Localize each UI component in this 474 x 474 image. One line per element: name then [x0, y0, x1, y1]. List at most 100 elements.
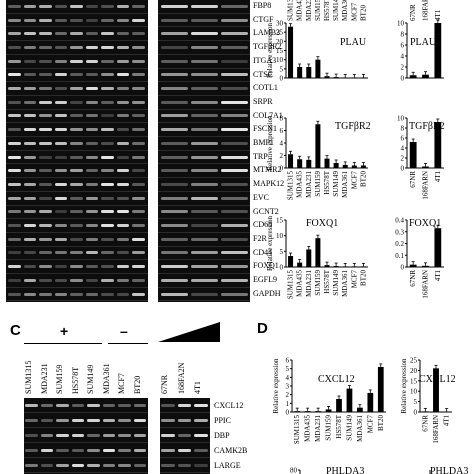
gel-row-divider [6, 245, 148, 247]
gel-band [56, 463, 69, 467]
bar [434, 228, 442, 267]
y-tick-label: 2 [286, 391, 290, 399]
gel-band [70, 59, 83, 63]
chart-title: TGFβR2 [335, 121, 371, 132]
gel-band [54, 169, 67, 173]
gel-band [85, 237, 98, 241]
gel-band [101, 251, 114, 255]
gel-band [8, 100, 21, 104]
gene-label: GAPDH [253, 288, 281, 298]
gel-band [40, 418, 53, 422]
bar [324, 265, 330, 267]
gel-band [8, 141, 21, 145]
gel-band [70, 237, 83, 241]
gene-label: PPIC [214, 416, 231, 425]
gel-band [118, 403, 131, 407]
gel-band [101, 278, 114, 282]
gel-band [101, 265, 114, 269]
gel-band [177, 448, 191, 452]
gel-row-divider [24, 457, 148, 458]
gel-row-divider [158, 163, 250, 165]
gel-band [221, 210, 248, 214]
y-tick-label: 0 [414, 409, 418, 417]
gel-band [132, 18, 145, 22]
gel-row-divider [158, 245, 250, 247]
gene-label: ITGA3 [253, 55, 277, 65]
gel-band [161, 278, 188, 282]
gel-band [191, 128, 218, 132]
gene-label: LARGE [214, 461, 241, 470]
gel-band [116, 100, 129, 104]
gel-row-divider [6, 136, 148, 137]
y-tick-label: 30 [276, 20, 284, 28]
gel-band [221, 278, 248, 282]
gel-band [70, 45, 83, 49]
y-tick-label: 15 [276, 47, 284, 55]
gel-band [54, 32, 67, 36]
gel-row-divider [158, 273, 250, 274]
bar [315, 59, 321, 78]
gel-band [132, 87, 145, 91]
gel-band [54, 155, 67, 159]
gel-band [102, 418, 115, 422]
gel-band [221, 4, 248, 8]
gel-band [23, 169, 36, 173]
gel-row-divider [6, 67, 148, 69]
gel-band [39, 196, 52, 200]
gel-band [85, 265, 98, 269]
gel-band [101, 169, 114, 173]
gel-band [54, 141, 67, 145]
gel-row-divider [6, 149, 148, 151]
gel-band [161, 59, 188, 63]
gel-band [221, 237, 248, 241]
gel-band [161, 265, 188, 269]
gel-band [132, 182, 145, 186]
y-axis-label: Relative expression [272, 358, 280, 414]
gel-band [8, 32, 21, 36]
gel-band [191, 182, 218, 186]
bar [342, 164, 348, 168]
gel-band [221, 73, 248, 77]
gel-row-divider [158, 122, 250, 124]
bar [346, 388, 353, 412]
gel-band [101, 73, 114, 77]
category-label: BT20 [377, 415, 385, 431]
gel-row-divider [24, 412, 148, 413]
gel-band [221, 114, 248, 118]
gel-band [161, 100, 188, 104]
category-label: SUM149 [345, 415, 353, 441]
gel-band [221, 169, 248, 173]
gel-row-divider [158, 53, 250, 55]
category-label: SUM1315 [293, 415, 301, 445]
gel-band [23, 100, 36, 104]
gel-band [85, 59, 98, 63]
gel-band [85, 87, 98, 91]
bar [306, 67, 312, 78]
y-tick-label: 6 [286, 357, 290, 365]
y-tick-label: 20 [410, 367, 418, 375]
gel-row-divider [6, 177, 148, 179]
gel-band [177, 433, 191, 437]
category-label: BT20 [359, 171, 367, 187]
y-tick-label: 2 [280, 152, 284, 160]
bar [422, 74, 429, 78]
gel-band [85, 18, 98, 22]
gel-band [101, 141, 114, 145]
bar [422, 166, 429, 168]
gel-band [221, 87, 248, 91]
gel-band [39, 141, 52, 145]
gel-band [116, 210, 129, 214]
gel-band [133, 403, 146, 407]
y-tick-label: 4 [280, 140, 284, 148]
gel-row-divider [158, 231, 250, 233]
gel-band [87, 433, 100, 437]
gel-row-divider [160, 472, 210, 473]
gel-band [23, 265, 36, 269]
gel-row-divider [158, 26, 250, 28]
gel-band [191, 59, 218, 63]
chart-title: FOXQ1 [306, 218, 338, 229]
gel-band [161, 73, 188, 77]
gel-row-divider [6, 26, 148, 28]
bar [422, 411, 429, 412]
gel-row-divider [158, 286, 250, 288]
